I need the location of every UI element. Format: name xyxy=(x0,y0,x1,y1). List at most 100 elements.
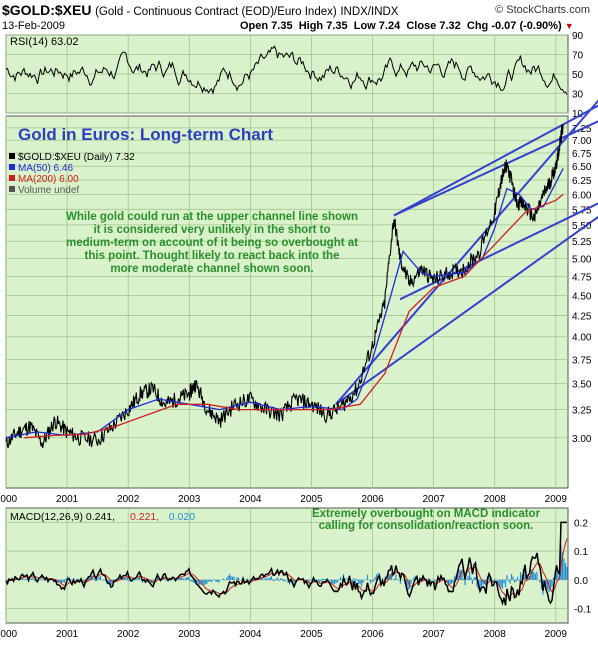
macd-xtick-label: 2001 xyxy=(56,629,79,640)
macd-ytick-labels: 0.2 0.1 0.0 -0.1 xyxy=(574,518,592,615)
legend-swatch xyxy=(9,175,15,181)
macd-annotation: Extremely overbought on MACD indicator ca… xyxy=(312,508,541,532)
down-triangle-icon: ▼ xyxy=(564,21,574,31)
macd-panel: 0.2 0.1 0.0 -0.1 2000 2001 2002 2003 2004 2005 20… xyxy=(0,507,592,640)
legend-swatch xyxy=(9,186,15,192)
annotation-line: more moderate channel shown soon. xyxy=(110,263,313,275)
price-xtick-label: 2002 xyxy=(117,494,140,505)
change-value: Chg -0.07 (-0.90%) xyxy=(466,20,562,32)
price-ytick-label: 4.75 xyxy=(572,272,592,283)
price-ytick-label: 5.50 xyxy=(572,221,592,232)
price-ytick-label: 5.00 xyxy=(572,254,592,265)
price-ytick-label: 7.00 xyxy=(572,136,592,147)
price-xtick-labels: 2000 2001 2002 2003 2004 2005 2006 2007 2008 2009 xyxy=(0,494,567,505)
price-xtick-label: 2009 xyxy=(545,494,568,505)
price-ytick-label: 6.25 xyxy=(572,176,592,187)
series-line-2 xyxy=(24,193,564,439)
macd-xtick-label: 2004 xyxy=(239,629,262,640)
macd-ytick-label: 0.0 xyxy=(574,576,588,587)
trendline-upper-channel xyxy=(393,104,598,217)
trendline-inner-lower-channel xyxy=(399,202,598,301)
chart-title-row: $GOLD:$XEU (Gold - Continuous Contract (… xyxy=(2,2,398,18)
open-value: Open 7.35 xyxy=(240,20,293,32)
macd-xtick-label: 2009 xyxy=(545,629,568,640)
rsi-tick-label: 10 xyxy=(572,109,584,120)
macd-xtick-label: 2008 xyxy=(484,629,507,640)
price-ytick-label: 5.25 xyxy=(572,237,592,248)
price-ytick-label: 6.50 xyxy=(572,162,592,173)
macd-ytick-label: -0.1 xyxy=(574,605,592,616)
series-line-1 xyxy=(5,168,564,439)
rsi-line xyxy=(5,45,568,95)
trendline-support-line xyxy=(335,215,598,406)
price-xtick-label: 2001 xyxy=(56,494,79,505)
legend-label: Volume undef xyxy=(18,185,79,196)
high-value: High 7.35 xyxy=(298,20,348,32)
price-ytick-label: 4.25 xyxy=(572,311,592,322)
macd-legend-label: MACD(12,26,9) 0.241, xyxy=(10,511,115,523)
price-xtick-label: 2006 xyxy=(361,494,384,505)
price-ytick-label: 3.50 xyxy=(572,380,592,391)
annotation-line: Extremely overbought on MACD indicator xyxy=(312,508,541,520)
symbol-label: $GOLD:$XEU xyxy=(2,2,92,18)
close-value: Close 7.32 xyxy=(406,20,461,32)
price-ytick-label: 3.25 xyxy=(572,406,592,417)
price-ytick-label: 6.75 xyxy=(572,149,592,160)
price-xtick-label: 2004 xyxy=(239,494,262,505)
price-ytick-label: 3.75 xyxy=(572,355,592,366)
rsi-tick-label: 70 xyxy=(572,51,584,62)
brand-label: © StockCharts.com xyxy=(495,4,590,16)
rsi-legend: RSI(14) 63.02 xyxy=(10,36,78,48)
macd-xtick-label: 2007 xyxy=(422,629,445,640)
rsi-tick-label: 50 xyxy=(572,70,584,81)
chart-main-title: Gold in Euros: Long-term Chart xyxy=(18,125,273,144)
annotation-line: this point. Thought likely to react back… xyxy=(85,250,340,262)
legend-label: MA(200) 6.00 xyxy=(18,174,79,185)
annotation-line: medium-term on account of it being so ov… xyxy=(66,237,358,249)
low-value: Low 7.24 xyxy=(353,20,401,32)
price-xtick-label: 2000 xyxy=(0,494,18,505)
price-xtick-label: 2005 xyxy=(300,494,323,505)
macd-legend-label: 0.020 xyxy=(169,511,195,523)
price-ytick-label: 4.00 xyxy=(572,333,592,344)
macd-xtick-label: 2002 xyxy=(117,629,140,640)
exchange-label: INDX/INDX xyxy=(340,6,399,18)
price-xtick-label: 2003 xyxy=(178,494,201,505)
rsi-panel: 10 30 50 70 90 RSI(14) 63.02 xyxy=(5,31,584,120)
legend-swatch xyxy=(9,164,15,170)
price-series xyxy=(5,124,564,449)
legend-label: MA(50) 6.46 xyxy=(18,163,73,174)
macd-legend: MACD(12,26,9) 0.241, 0.221, 0.020 xyxy=(10,511,195,523)
macd-ytick-label: 0.2 xyxy=(574,518,588,529)
trendline-inner-upper-channel xyxy=(393,120,598,217)
macd-xtick-label: 2006 xyxy=(361,629,384,640)
rsi-tick-label: 90 xyxy=(572,31,584,42)
annotation-line: it is considered very unlikely in the sh… xyxy=(93,224,330,236)
price-ytick-label: 6.00 xyxy=(572,190,592,201)
date-label: 13-Feb-2009 xyxy=(2,20,65,32)
price-annotation: While gold could run at the upper channe… xyxy=(66,211,358,275)
price-xtick-label: 2008 xyxy=(484,494,507,505)
annotation-line: calling for consolidation/reaction soon. xyxy=(319,520,534,532)
price-grid xyxy=(5,116,568,488)
annotation-line: While gold could run at the upper channe… xyxy=(66,211,358,223)
price-ytick-labels: 3.00 3.25 3.50 3.75 4.00 4.25 4.50 4.75 5.00 5.25… xyxy=(572,124,592,445)
macd-line xyxy=(5,521,567,606)
macd-xtick-label: 2000 xyxy=(0,629,18,640)
legend-swatch xyxy=(9,153,15,159)
rsi-tick-label: 30 xyxy=(572,90,584,101)
price-ytick-label: 3.00 xyxy=(572,434,592,445)
ohlc-row: Open 7.35 High 7.35 Low 7.24 Close 7.32 … xyxy=(240,20,574,32)
price-ytick-label: 4.50 xyxy=(572,291,592,302)
macd-xtick-label: 2005 xyxy=(300,629,323,640)
macd-xtick-label: 2003 xyxy=(178,629,201,640)
rsi-tick-labels: 10 30 50 70 90 xyxy=(572,31,584,120)
price-xtick-label: 2007 xyxy=(422,494,445,505)
macd-ytick-label: 0.1 xyxy=(574,547,588,558)
description-label: (Gold - Continuous Contract (EOD)/Euro I… xyxy=(95,6,337,18)
price-panel: 3.00 3.25 3.50 3.75 4.00 4.25 4.50 4.75 5.00 5.25… xyxy=(0,99,598,505)
macd-grid xyxy=(5,508,568,623)
